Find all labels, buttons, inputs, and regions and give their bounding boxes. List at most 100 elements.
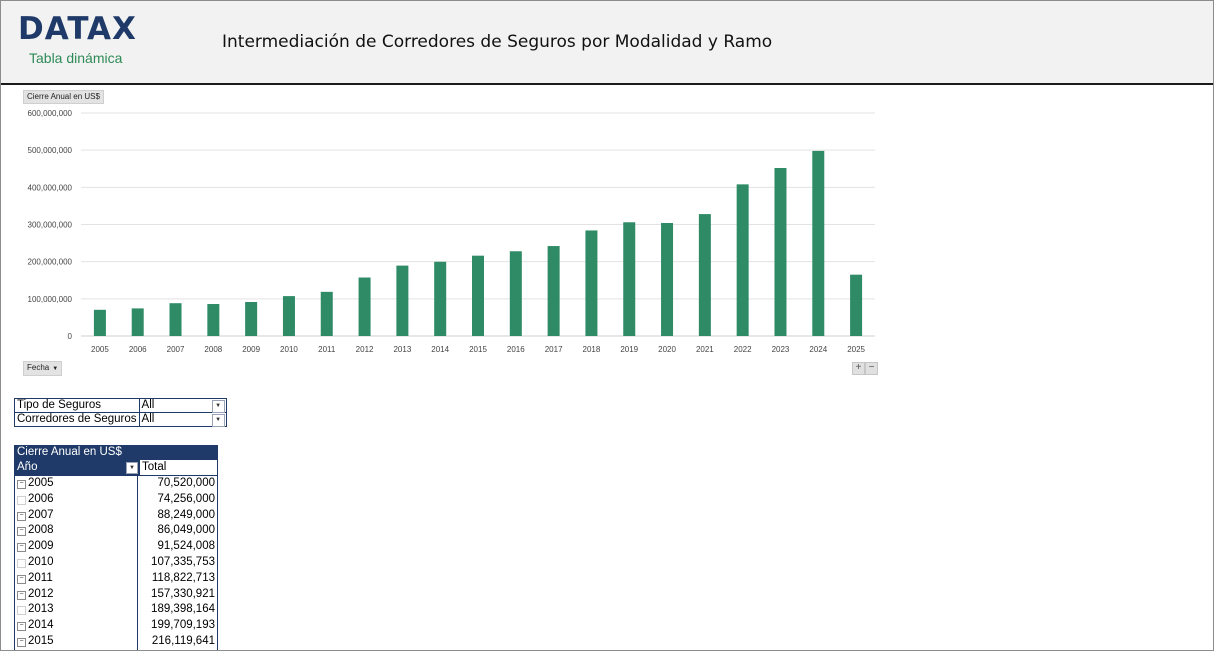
bar-2021[interactable] (698, 214, 711, 336)
dropdown-arrow-icon[interactable]: ▼ (211, 414, 225, 427)
x-tick-label: 2014 (431, 345, 449, 354)
expand-field-button[interactable]: + (852, 362, 865, 375)
x-tick-label: 2016 (507, 345, 525, 354)
bar-2008[interactable] (207, 304, 220, 336)
bar-2015[interactable] (472, 255, 484, 336)
pivot-year: 2006 (28, 492, 54, 505)
logo-subtitle: Tabla dinámica (29, 50, 123, 66)
collapse-icon[interactable]: − (17, 622, 26, 632)
pivot-row: −2014 199,709,193 (14, 618, 218, 634)
filter-label: Corredores de Seguros (14, 412, 140, 427)
pivot-row: −2009 91,524,008 (14, 539, 218, 555)
x-tick-label: 2006 (129, 345, 147, 354)
dropdown-arrow-icon: ▼ (52, 366, 59, 372)
collapse-icon[interactable]: − (17, 527, 26, 537)
pivot-row-label[interactable]: −2011 (14, 570, 138, 587)
pivot-value-header: Cierre Anual en US$ (14, 445, 218, 460)
bar-2020[interactable] (661, 223, 674, 336)
collapse-icon[interactable]: − (17, 511, 26, 521)
y-tick-label: 300,000,000 (28, 221, 73, 230)
value-field-button[interactable]: Cierre Anual en US$ (23, 90, 104, 104)
x-tick-label: 2018 (583, 345, 601, 354)
axis-field-label: Fecha (27, 363, 50, 372)
bar-2014[interactable] (434, 261, 447, 336)
pivot-year: 2012 (28, 587, 54, 600)
pivot-total-value: 74,256,000 (138, 491, 218, 508)
pivot-row-label[interactable]: −2010 (14, 554, 138, 571)
y-tick-label: 500,000,000 (28, 146, 73, 155)
y-tick-label: 200,000,000 (28, 258, 73, 267)
bar-2007[interactable] (169, 303, 182, 336)
x-tick-label: 2010 (280, 345, 298, 354)
collapse-field-button[interactable]: − (865, 362, 878, 375)
bar-2006[interactable] (131, 308, 144, 336)
bar-2013[interactable] (396, 265, 409, 336)
bar-2017[interactable] (547, 246, 560, 336)
pivot-row-label[interactable]: −2006 (14, 491, 138, 508)
pivot-year: 2015 (28, 634, 54, 647)
pivot-table: Cierre Anual en US$ Año ▼ Total −2005 70,… (14, 445, 218, 650)
x-tick-label: 2024 (809, 345, 827, 354)
bar-2005[interactable] (93, 309, 106, 336)
collapse-icon[interactable]: − (17, 574, 26, 584)
pivot-total-value: 199,709,193 (138, 618, 218, 634)
filter-dropdown-icon[interactable]: ▼ (126, 462, 138, 474)
pivot-row-label[interactable]: −2013 (14, 602, 138, 619)
y-tick-label: 600,000,000 (28, 109, 73, 118)
pivot-row-label[interactable]: −2015 (14, 633, 138, 650)
report-filters: Tipo de Seguros All ▼ Corredores de Segu… (14, 398, 227, 427)
pivot-chart: Cierre Anual en US$ 0 100,000,000 200,000,… (1, 85, 885, 380)
pivot-year: 2010 (28, 555, 54, 568)
bar-2019[interactable] (623, 222, 636, 336)
collapse-icon[interactable]: − (17, 590, 26, 600)
pivot-row-label[interactable]: −2012 (14, 586, 138, 603)
pivot-year: 2007 (28, 508, 54, 521)
pivot-total-value: 189,398,164 (138, 602, 218, 619)
bar-chart-svg: 0 100,000,000 200,000,000 300,000,000 400,00… (28, 109, 875, 354)
collapse-icon[interactable]: − (17, 495, 26, 505)
bar-2016[interactable] (509, 251, 522, 336)
pivot-row-label[interactable]: −2009 (14, 539, 138, 555)
pivot-total-value: 86,049,000 (138, 523, 218, 540)
bar-2009[interactable] (245, 301, 258, 336)
y-tick-label: 400,000,000 (28, 183, 73, 192)
pivot-row-label[interactable]: −2005 (14, 476, 138, 492)
page-title: Intermediación de Corredores de Seguros … (222, 32, 773, 52)
filter-label: Tipo de Seguros (14, 398, 140, 413)
filter-value-corredores[interactable]: All ▼ (138, 412, 227, 427)
bar-2025[interactable] (850, 274, 863, 336)
dropdown-arrow-icon[interactable]: ▼ (211, 400, 225, 413)
bar-2012[interactable] (358, 277, 371, 336)
y-tick-label: 100,000,000 (28, 295, 73, 304)
bar-2024[interactable] (812, 150, 825, 336)
pivot-year: 2013 (28, 603, 54, 616)
collapse-icon[interactable]: − (17, 637, 26, 647)
pivot-total-value: 118,822,713 (138, 570, 218, 587)
bar-2010[interactable] (282, 296, 295, 336)
collapse-icon[interactable]: − (17, 558, 26, 568)
x-tick-label: 2012 (356, 345, 374, 354)
pivot-total-value: 107,335,753 (138, 554, 218, 571)
pivot-row-label[interactable]: −2014 (14, 618, 138, 634)
filter-value-tipo-seguros[interactable]: All ▼ (138, 398, 227, 413)
x-tick-label: 2019 (620, 345, 638, 354)
filter-row: Tipo de Seguros All ▼ (14, 398, 227, 413)
bar-2018[interactable] (585, 230, 598, 336)
x-tick-label: 2011 (318, 345, 336, 354)
pivot-total-value: 91,524,008 (138, 539, 218, 555)
bar-2022[interactable] (736, 184, 749, 336)
x-tick-label: 2013 (393, 345, 411, 354)
pivot-row-label[interactable]: −2008 (14, 523, 138, 540)
bar-2011[interactable] (320, 291, 333, 336)
pivot-row-field-header[interactable]: Año ▼ (14, 460, 139, 475)
pivot-row-label[interactable]: −2007 (14, 507, 138, 524)
pivot-year: 2005 (28, 477, 54, 489)
collapse-icon[interactable]: − (17, 543, 26, 553)
axis-field-button[interactable]: Fecha ▼ (23, 361, 63, 376)
bar-2023[interactable] (774, 168, 787, 336)
pivot-rows: −200570,520,000−200674,256,000−200788,24… (14, 476, 218, 650)
collapse-icon[interactable]: − (17, 606, 26, 616)
collapse-icon[interactable]: − (17, 480, 26, 489)
